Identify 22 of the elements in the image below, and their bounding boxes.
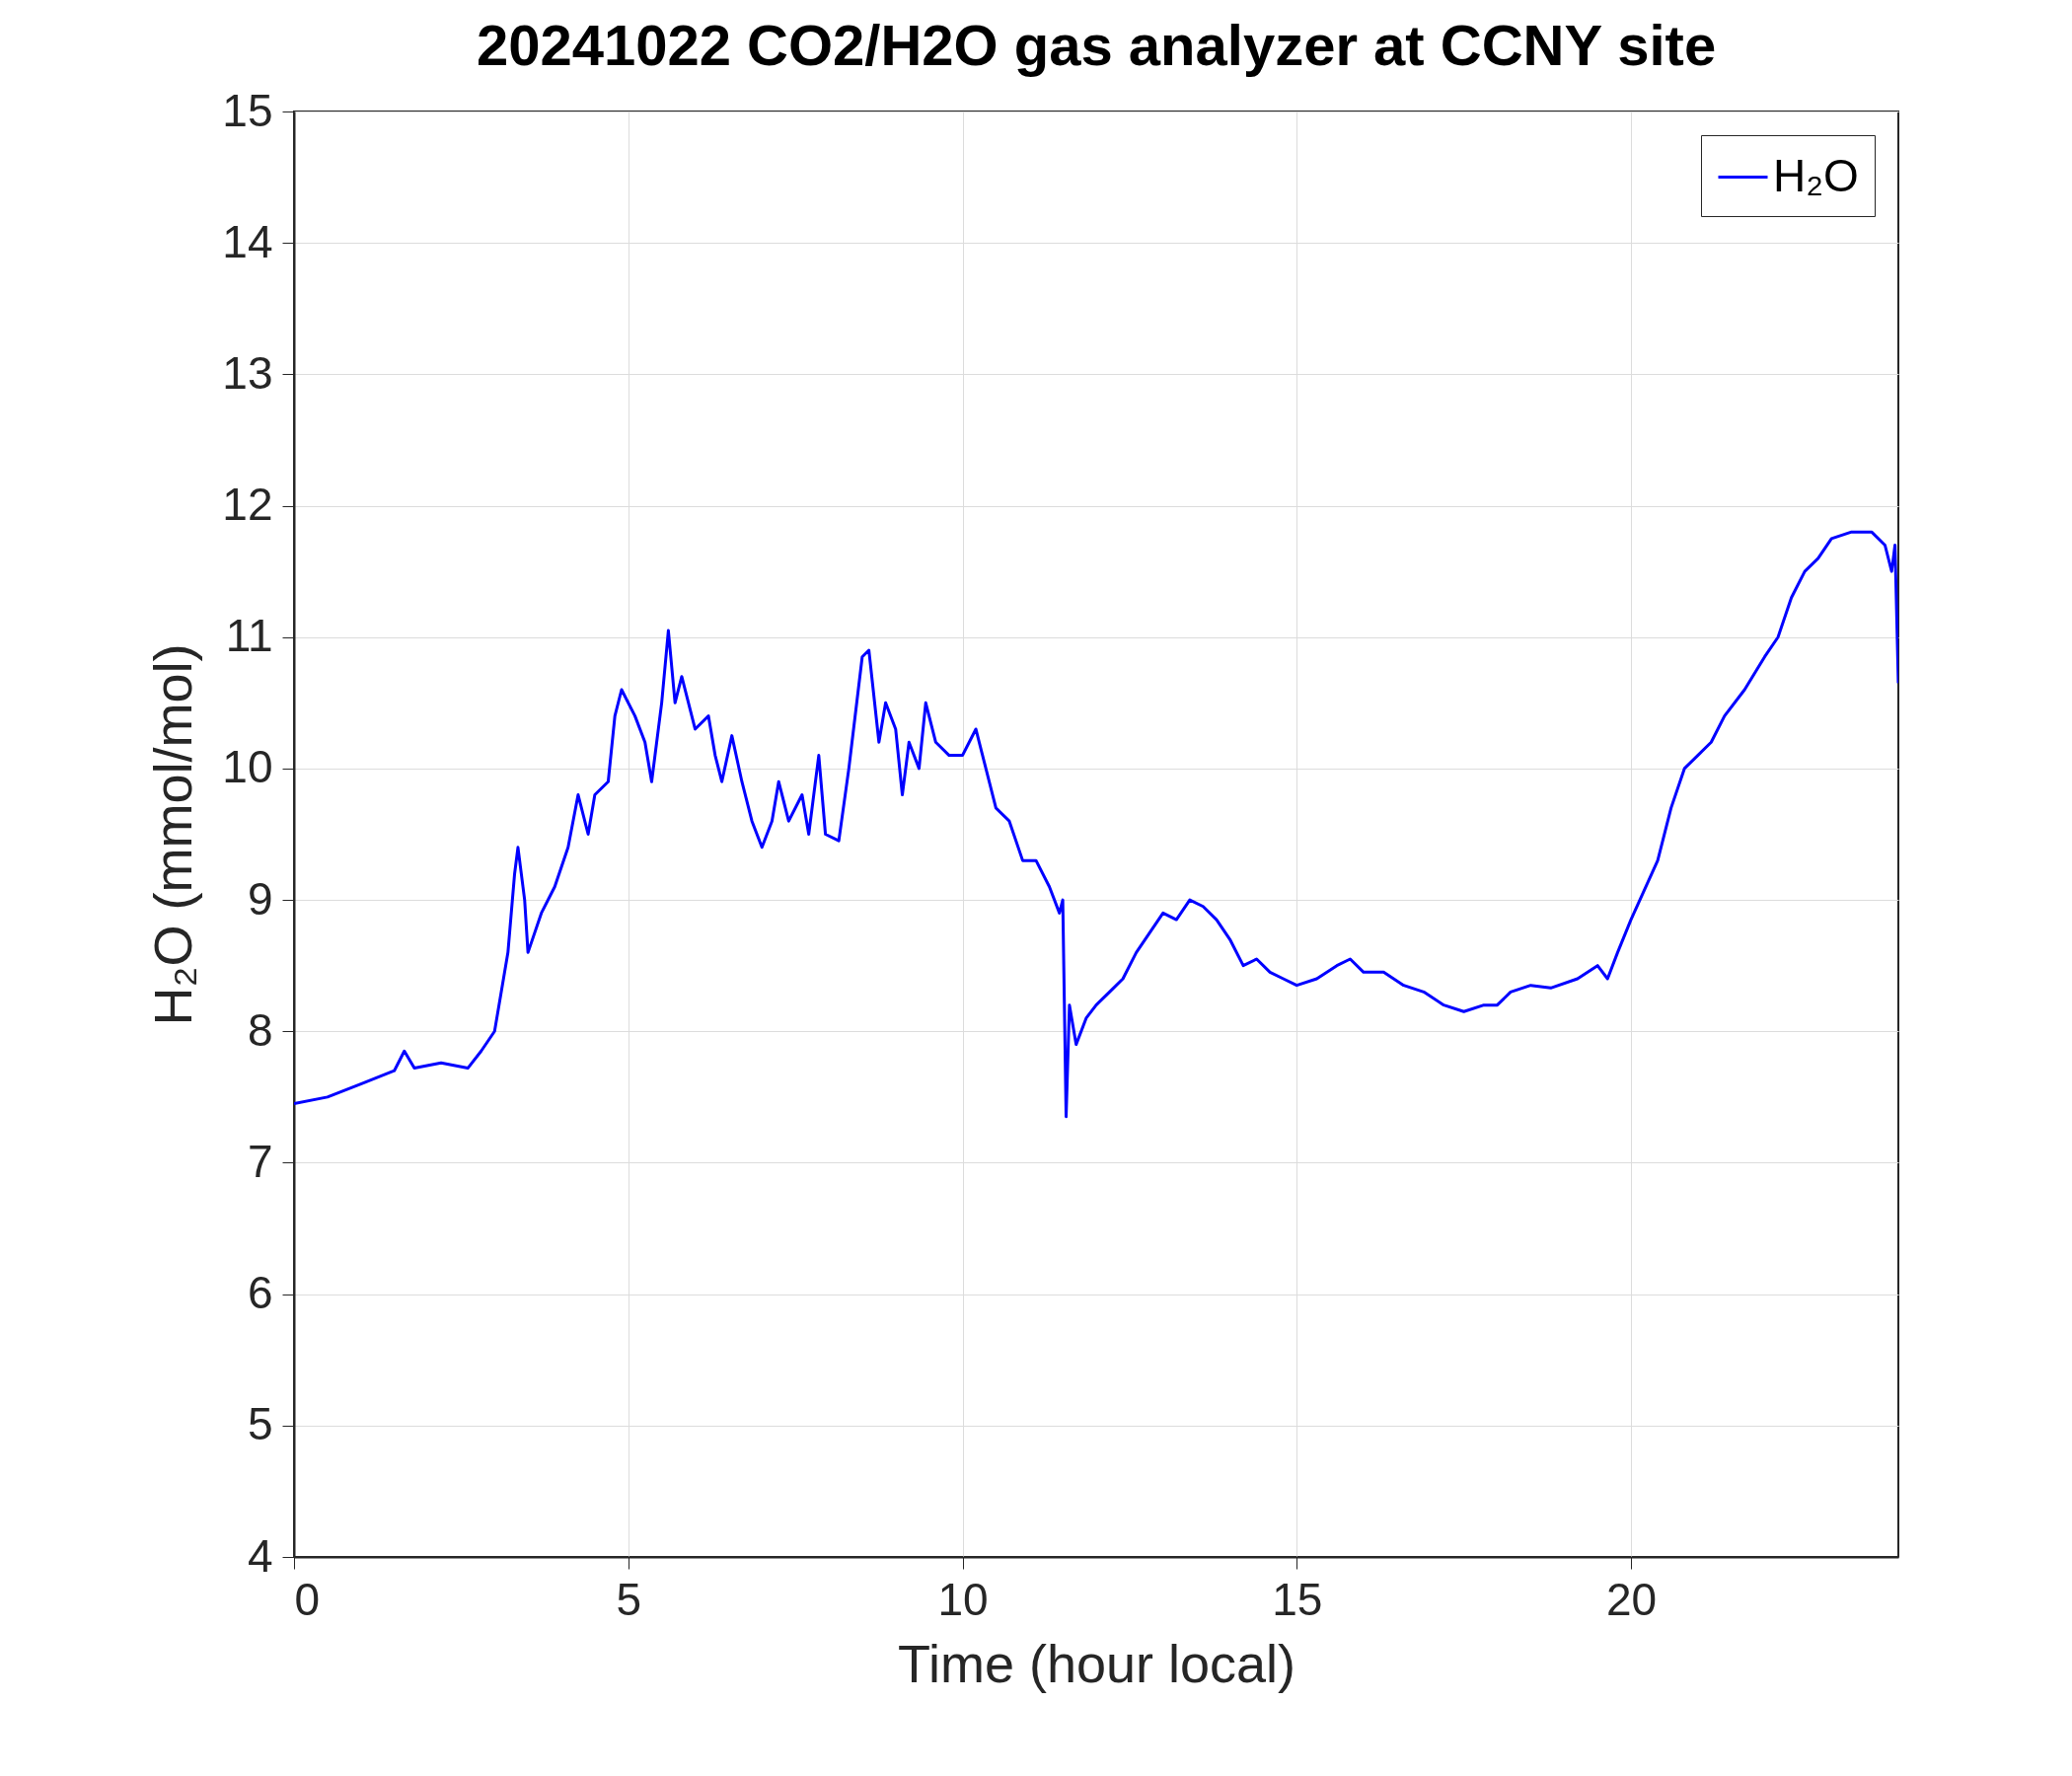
y-tick-label: 11 xyxy=(225,610,273,662)
y-tick-label: 5 xyxy=(247,1398,273,1450)
y-axis-title: H₂O (mmol/mol) xyxy=(143,643,203,1026)
y-tick-label: 13 xyxy=(222,346,273,399)
y-tick-label: 10 xyxy=(222,741,273,793)
y-tick-label: 12 xyxy=(222,479,273,531)
chart-title: 20241022 CO2/H2O gas analyzer at CCNY site xyxy=(476,13,1717,77)
y-tick-label: 9 xyxy=(247,872,273,925)
legend-label: H₂O xyxy=(1773,149,1859,201)
y-tick-label: 4 xyxy=(247,1529,273,1582)
y-tick-label: 7 xyxy=(247,1135,273,1187)
x-tick-label: 0 xyxy=(294,1573,321,1625)
x-tick-label: 5 xyxy=(616,1573,642,1625)
y-tick-label: 15 xyxy=(222,84,273,136)
x-axis-title: Time (hour local) xyxy=(897,1633,1296,1693)
x-tick-label: 15 xyxy=(1272,1573,1323,1625)
y-tick-label: 6 xyxy=(247,1267,273,1319)
x-tick-label: 20 xyxy=(1605,1573,1658,1625)
line-series xyxy=(294,530,1898,1119)
y-tick-label: 8 xyxy=(247,1003,273,1056)
y-tick-label: 14 xyxy=(222,215,273,267)
x-tick-label: 10 xyxy=(937,1573,989,1625)
